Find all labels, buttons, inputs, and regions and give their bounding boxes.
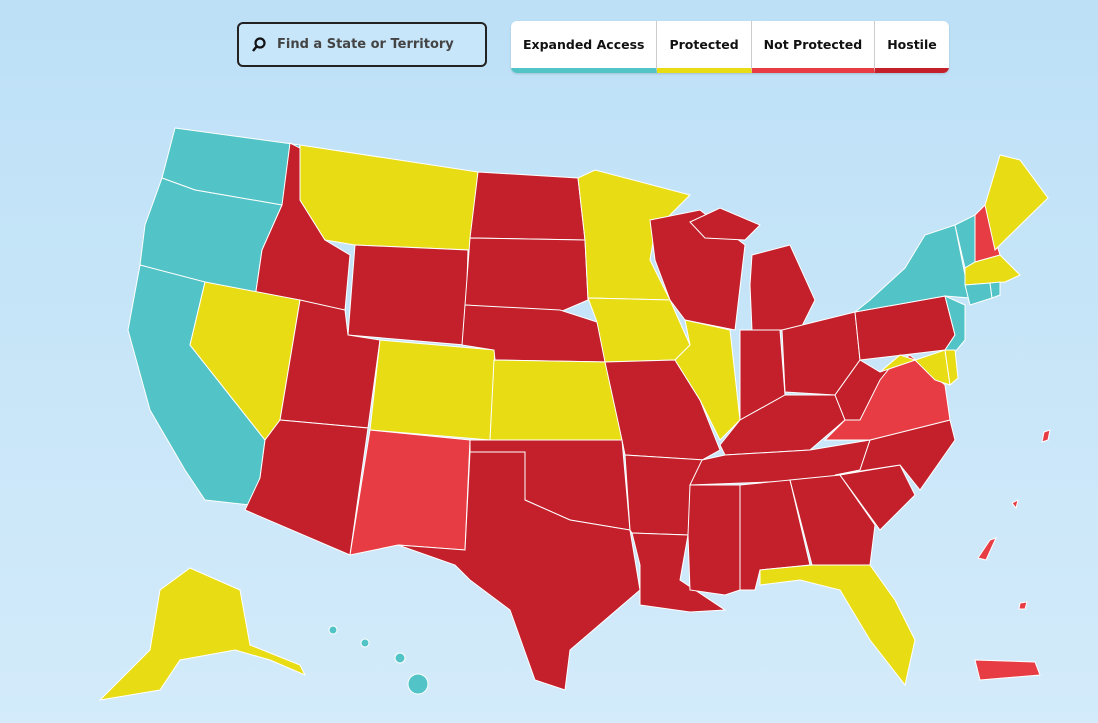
state[interactable] (489, 359, 623, 441)
state[interactable] (299, 144, 479, 251)
state[interactable] (577, 169, 691, 301)
legend-tab[interactable]: Hostile (875, 21, 949, 73)
legend-tab[interactable]: Protected (657, 21, 752, 73)
legend-tab[interactable]: Expanded Access (511, 21, 658, 73)
state[interactable] (397, 451, 641, 691)
legend-tab[interactable]: Not Protected (751, 21, 876, 73)
state[interactable] (964, 282, 993, 306)
state[interactable] (719, 394, 846, 456)
state[interactable] (687, 484, 741, 596)
state[interactable] (989, 281, 1001, 299)
territory[interactable] (1041, 429, 1051, 443)
state[interactable] (369, 339, 496, 441)
state[interactable] (749, 244, 816, 331)
state[interactable] (834, 419, 956, 491)
state[interactable] (347, 244, 469, 346)
island[interactable] (407, 673, 429, 695)
search-icon (252, 36, 266, 52)
state[interactable] (587, 297, 691, 363)
state[interactable] (759, 564, 916, 687)
state[interactable] (349, 429, 471, 556)
state[interactable] (789, 474, 876, 566)
territory[interactable] (1011, 499, 1019, 510)
legend: Expanded Access Protected Not Protected … (511, 21, 949, 73)
territory[interactable] (1018, 601, 1028, 610)
state[interactable] (944, 349, 959, 386)
island[interactable] (328, 625, 338, 635)
state[interactable] (689, 207, 761, 241)
island[interactable] (360, 638, 370, 648)
island[interactable] (394, 652, 406, 664)
state[interactable] (469, 171, 586, 241)
state[interactable] (631, 532, 727, 613)
territory[interactable] (977, 537, 997, 561)
state[interactable] (244, 419, 369, 556)
state[interactable] (674, 319, 741, 441)
territory[interactable] (974, 659, 1041, 681)
state[interactable] (98, 567, 307, 701)
state[interactable] (984, 154, 1049, 251)
state[interactable] (464, 237, 589, 313)
search-box[interactable]: Find a State or Territory (237, 22, 487, 67)
search-placeholder: Find a State or Territory (277, 37, 454, 52)
